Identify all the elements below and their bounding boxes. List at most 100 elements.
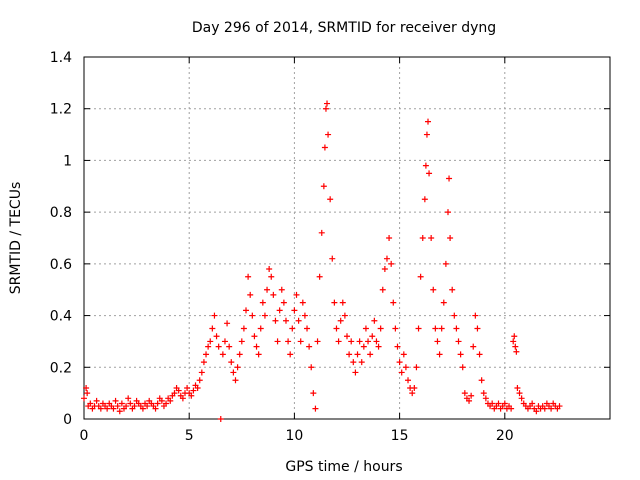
data-point — [312, 405, 319, 412]
data-point — [453, 325, 460, 332]
data-point — [234, 364, 241, 371]
y-axis-label: SRMTID / TECUs — [8, 182, 24, 295]
x-tick-label: 10 — [285, 428, 303, 444]
data-point — [449, 286, 456, 293]
data-point — [291, 307, 298, 314]
data-point — [386, 235, 393, 241]
data-point — [468, 392, 475, 399]
y-tick-label: 1 — [63, 153, 72, 169]
data-point — [447, 235, 454, 241]
x-tick-label: 20 — [496, 428, 514, 444]
data-point — [529, 400, 536, 407]
data-point — [434, 338, 441, 345]
data-point — [232, 377, 239, 384]
data-point — [301, 312, 308, 319]
data-point — [287, 351, 294, 358]
data-point — [425, 118, 432, 125]
y-tick-label: 0.2 — [50, 360, 72, 376]
chart-title: Day 296 of 2014, SRMTID for receiver dyn… — [192, 20, 496, 36]
x-tick-label: 5 — [185, 428, 194, 444]
data-point — [299, 299, 306, 306]
data-point — [224, 320, 231, 327]
x-axis-label: GPS time / hours — [285, 459, 402, 475]
data-point — [400, 351, 407, 358]
data-point — [207, 338, 214, 345]
data-point — [205, 343, 212, 350]
data-point — [440, 299, 447, 306]
data-point — [295, 317, 302, 324]
data-point — [259, 299, 266, 306]
data-point — [375, 343, 382, 350]
data-point — [249, 312, 256, 319]
data-point — [243, 307, 250, 314]
data-point — [455, 338, 462, 345]
data-point — [226, 343, 233, 350]
data-point — [470, 343, 477, 350]
data-point — [261, 312, 268, 319]
data-point — [194, 384, 201, 391]
data-point — [459, 364, 466, 371]
data-point — [398, 369, 405, 376]
data-point — [518, 395, 525, 402]
data-point — [221, 338, 228, 345]
data-point — [139, 405, 146, 412]
data-point — [266, 266, 273, 273]
y-tick-label: 0.4 — [50, 309, 72, 325]
data-point — [381, 266, 388, 273]
data-point — [510, 338, 517, 345]
plot-frame — [83, 56, 611, 420]
data-point — [360, 343, 367, 350]
data-point — [352, 369, 359, 376]
data-point — [110, 405, 117, 412]
data-point — [257, 325, 264, 332]
data-point — [238, 338, 245, 345]
data-point — [383, 255, 390, 262]
data-point — [325, 131, 332, 138]
data-point — [421, 196, 428, 203]
data-point — [320, 183, 327, 190]
data-point — [482, 395, 489, 402]
data-point — [446, 175, 453, 182]
data-point — [419, 235, 426, 241]
data-point — [209, 325, 216, 332]
data-point — [346, 351, 353, 358]
data-point — [442, 260, 449, 267]
data-point — [152, 405, 159, 412]
data-point — [268, 273, 275, 280]
data-point — [171, 390, 178, 397]
data-point — [251, 333, 258, 340]
data-point — [314, 338, 321, 345]
data-point — [533, 408, 540, 415]
data-point — [428, 235, 435, 241]
data-point — [548, 405, 555, 412]
data-point — [327, 196, 334, 203]
data-point — [411, 384, 418, 391]
y-tick-label: 0.8 — [50, 205, 72, 221]
data-point — [324, 100, 331, 107]
data-point — [369, 333, 376, 340]
data-point — [556, 403, 563, 410]
data-point — [144, 403, 151, 410]
data-point — [413, 364, 420, 371]
grid-lines — [84, 57, 610, 419]
data-point — [438, 325, 445, 332]
data-point — [280, 299, 287, 306]
data-point — [215, 343, 222, 350]
data-point — [329, 255, 336, 262]
data-point — [200, 359, 207, 366]
data-point — [480, 390, 487, 397]
data-point — [512, 343, 519, 350]
data-point — [444, 209, 451, 216]
data-point — [321, 144, 328, 151]
y-tick-label: 1.2 — [50, 102, 72, 118]
data-point — [344, 333, 350, 340]
data-point — [228, 359, 235, 366]
data-point — [513, 348, 520, 355]
data-point — [402, 364, 409, 371]
data-point — [211, 312, 218, 319]
data-point — [125, 395, 132, 402]
data-point — [495, 400, 502, 407]
data-point — [236, 351, 243, 358]
data-point — [318, 229, 325, 236]
data-point — [175, 387, 182, 394]
